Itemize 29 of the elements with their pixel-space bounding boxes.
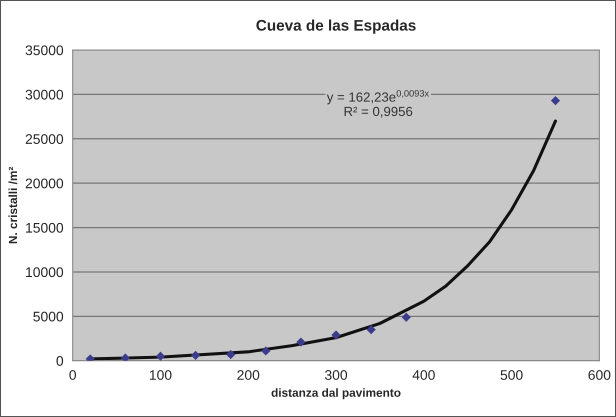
point (226, 350, 236, 360)
point (156, 352, 166, 361)
y-tick-label: 30000 (26, 90, 64, 100)
annotation: y = 162,23e$^{0,0093x}$ R² = 0,9956 (326, 90, 429, 118)
point (550, 96, 560, 106)
y-tick-label: 20000 (26, 178, 64, 188)
x-tick-label: 300 (324, 370, 348, 380)
point (190, 350, 200, 360)
y-axis-title: N. cristalli /m² (8, 166, 18, 244)
x-tick-label: 200 (237, 370, 260, 380)
chart-title: Cueva de las Espadas (256, 20, 416, 34)
x-tick-label: 500 (500, 370, 523, 380)
point (331, 330, 341, 340)
x-tick-label: 600 (588, 370, 610, 380)
y-tick-label: 35000 (26, 45, 64, 56)
x-axis-title: distanza dal pavimento (272, 388, 401, 400)
y-tick-label: 0 (56, 356, 64, 366)
point (120, 353, 130, 361)
point (366, 325, 376, 334)
point (402, 312, 411, 322)
point (261, 346, 270, 356)
point (296, 337, 306, 347)
x-tick-label: 100 (150, 370, 172, 380)
y-tick-label: 25000 (26, 134, 64, 144)
y-tick-label: 15000 (26, 222, 64, 233)
y-tick-label: 5000 (33, 312, 64, 322)
x-tick-label: 400 (412, 370, 435, 380)
y-tick-label: 10000 (26, 267, 64, 278)
x-tick-label: 0 (69, 370, 76, 380)
